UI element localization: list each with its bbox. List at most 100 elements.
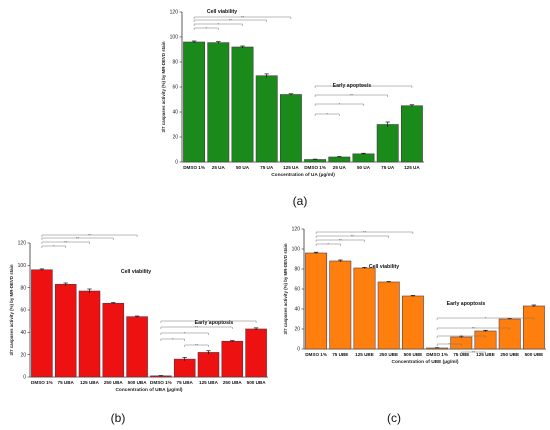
significance-mark: **: [241, 14, 245, 19]
annotation-cell-viability: Cell viability: [121, 269, 151, 275]
significance-mark: **: [351, 233, 355, 238]
significance-mark: *: [205, 25, 207, 30]
x-tick-label: DMSO 1%: [304, 165, 326, 170]
x-tick-label: 50 UA: [357, 165, 371, 170]
bar: [221, 341, 244, 378]
x-axis-label: Concentration of UBA (µg/ml): [115, 387, 182, 393]
bar: [523, 305, 545, 350]
bar: [474, 330, 497, 350]
x-tick-label: 500 UBE: [525, 352, 544, 357]
y-tick-label: 80: [20, 285, 26, 291]
x-tick-label: 125 UA: [283, 165, 299, 170]
y-tick-label: 80: [294, 267, 300, 273]
panel-label: (c): [387, 411, 401, 425]
y-tick-label: 120: [170, 10, 179, 16]
significance-mark: *: [208, 318, 210, 323]
chart-panel-1: 0 20 40 60 80 100 120 3/7 caspases activity (%)…: [161, 9, 424, 208]
significance-mark: **: [64, 239, 68, 244]
x-tick-label: 250 UBA: [223, 380, 243, 385]
bar: [255, 75, 278, 163]
significance-mark: **: [350, 92, 354, 97]
x-tick-label: 125 UBA: [80, 380, 100, 385]
x-axis-label: Concentration of UBE (µg/ml): [392, 359, 459, 365]
x-tick-label: 250 UBA: [104, 380, 124, 385]
significance-mark: *: [218, 21, 220, 26]
y-tick-label: 20: [294, 327, 300, 333]
significance-mark: *: [448, 341, 450, 346]
y-axis-label: 3/7 caspases activity (%) by MR-DEVD sta…: [9, 264, 14, 355]
bar: [353, 267, 376, 350]
x-tick-label: 75 UBA: [177, 380, 194, 385]
chart-panel-2: 0 20 40 60 80 100 120 3/7 caspases activity (%)…: [9, 232, 268, 425]
significance-mark: **: [76, 235, 80, 240]
x-tick-label: 75 UA: [260, 165, 274, 170]
panel-label: (b): [111, 411, 126, 425]
x-tick-label: 125 UBA: [199, 380, 219, 385]
x-tick-label: DMSO 1%: [31, 380, 53, 385]
bar: [498, 318, 521, 350]
x-tick-label: 75 UBE: [453, 352, 469, 357]
significance-mark: *: [53, 243, 55, 248]
bar: [280, 94, 302, 163]
x-tick-label: DMSO 1%: [305, 352, 327, 357]
significance-mark: **: [362, 83, 366, 88]
x-tick-label: 125 UBE: [355, 352, 374, 357]
bar: [376, 124, 399, 163]
chart-panel-3: 0 20 40 60 80 100 120 3/7 caspases activity (%)…: [283, 227, 546, 425]
significance-mark: **: [195, 342, 199, 347]
x-tick-label: DMSO 1%: [183, 165, 205, 170]
significance-mark: *: [327, 241, 329, 246]
y-tick-label: 100: [292, 247, 301, 253]
x-tick-label: 75 UA: [381, 165, 395, 170]
y-tick-label: 100: [18, 263, 27, 269]
y-tick-label: 40: [294, 307, 300, 313]
x-tick-label: 25 UA: [212, 165, 226, 170]
y-tick-label: 80: [172, 60, 178, 66]
x-tick-label: 500 UBE: [404, 352, 423, 357]
y-tick-label: 20: [20, 352, 26, 358]
bar: [78, 290, 101, 378]
y-tick-label: 120: [292, 227, 301, 233]
significance-mark: *: [485, 315, 487, 320]
bar: [183, 41, 205, 163]
y-tick-label: 120: [18, 241, 27, 247]
y-tick-label: 100: [170, 35, 179, 41]
significance-mark: *: [339, 101, 341, 106]
y-tick-label: 0: [175, 160, 178, 166]
bar: [450, 336, 473, 350]
annotation-cell-viability: Cell viability: [369, 264, 399, 270]
bar: [328, 156, 351, 163]
significance-mark: **: [363, 229, 367, 234]
x-tick-label: 500 UBA: [128, 380, 148, 385]
bar: [102, 303, 125, 378]
x-tick-label: DMSO 1%: [426, 352, 448, 357]
x-tick-label: 75 UBE: [332, 352, 348, 357]
significance-mark: **: [88, 232, 92, 237]
bar: [126, 316, 148, 378]
bar: [245, 328, 267, 378]
annotation-early-apoptosis: Early apoptosis: [195, 320, 234, 326]
significance-mark: *: [326, 111, 328, 116]
bar: [377, 281, 400, 350]
y-tick-label: 20: [172, 135, 178, 141]
x-tick-label: 250 UBE: [379, 352, 398, 357]
x-tick-label: DMSO 1%: [150, 380, 172, 385]
significance-mark: **: [195, 324, 199, 329]
bar: [231, 46, 254, 163]
bar: [197, 352, 220, 378]
annotation-early-apoptosis: Early apoptosis: [447, 301, 486, 307]
y-tick-label: 60: [20, 308, 26, 314]
significance-mark: **: [472, 349, 476, 354]
significance-mark: *: [172, 336, 174, 341]
bar: [31, 269, 53, 378]
x-axis-label: Concentration of UA (µg/ml): [271, 172, 335, 178]
bar: [352, 153, 375, 163]
y-axis-label: 3/7 caspases activity (%) by MR-DEVD sta…: [161, 41, 166, 132]
significance-mark: *: [184, 330, 186, 335]
x-tick-label: 250 UBE: [500, 352, 519, 357]
significance-mark: **: [229, 17, 233, 22]
x-tick-label: 125 UBE: [476, 352, 495, 357]
annotation-cell-viability: Cell viability: [207, 9, 237, 15]
significance-mark: **: [339, 237, 343, 242]
